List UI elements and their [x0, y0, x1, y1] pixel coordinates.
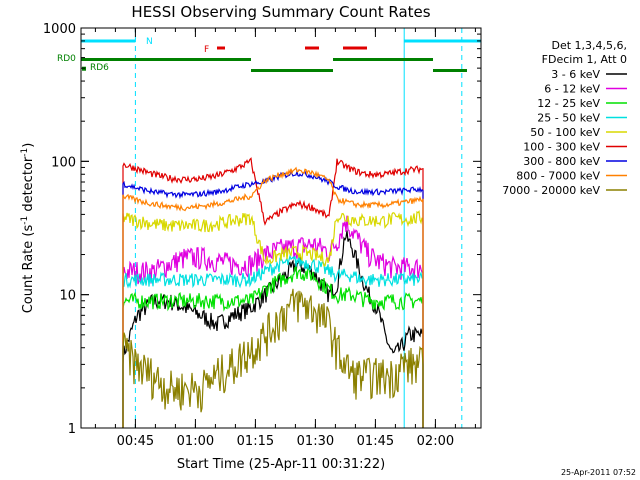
rd6-flag-label: RD6	[90, 63, 109, 73]
x-axis-label: Start Time (25-Apr-11 00:31:22)	[177, 457, 385, 472]
series-line-4	[122, 210, 424, 428]
chart-title: HESSI Observing Summary Count Rates	[131, 3, 430, 21]
legend-entry-label: 300 - 800 keV	[523, 155, 600, 168]
flare-flag-label: F	[204, 45, 209, 55]
series-line-6	[122, 169, 424, 428]
legend-entry-label: 100 - 300 keV	[523, 141, 600, 154]
x-tick-label: 01:45	[357, 434, 394, 449]
footer-timestamp: 25-Apr-2011 07:52	[561, 468, 636, 477]
x-tick-label: 01:15	[237, 434, 274, 449]
legend-entry-label: 25 - 50 keV	[537, 112, 600, 125]
y-tick-label: 10	[59, 289, 76, 304]
x-tick-label: 01:00	[177, 434, 214, 449]
series-line-1	[122, 215, 424, 428]
flag-labels: N F RD0 RD6	[57, 37, 209, 73]
plot-frame	[80, 27, 482, 429]
series-line-8	[122, 288, 424, 428]
y-tick-label: 1000	[43, 22, 76, 37]
x-tick-label: 02:00	[417, 434, 454, 449]
plot-area	[80, 28, 481, 428]
legend-header-line-1: Det 1,3,4,5,6,	[551, 39, 627, 52]
legend-entry-label: 50 - 100 keV	[530, 126, 600, 139]
night-flag-label: N	[146, 37, 153, 47]
y-axis-label: Count Rate (s-1 detector-1)	[20, 143, 36, 314]
legend-header-line-2: FDecim 1, Att 0	[542, 53, 627, 66]
y-axis: 1 10 100 1000	[43, 22, 481, 437]
rd6-marker	[82, 66, 86, 71]
series-line-7	[122, 166, 424, 428]
x-tick-label: 00:45	[117, 434, 154, 449]
legend-entry-label: 12 - 25 keV	[537, 97, 600, 110]
series-line-2	[122, 265, 424, 428]
legend-entry-label: 800 - 7000 keV	[516, 170, 600, 183]
legend-entry-label: 7000 - 20000 keV	[502, 184, 600, 197]
y-tick-label: 1	[68, 422, 76, 437]
series-line-5	[122, 157, 424, 428]
x-tick-label: 01:30	[297, 434, 334, 449]
x-axis: 00:45 01:00 01:15 01:30 01:45 02:00	[94, 28, 476, 449]
series-line-0	[122, 230, 424, 428]
y-tick-label: 100	[51, 155, 76, 170]
legend: Det 1,3,4,5,6, FDecim 1, Att 0 3 - 6 keV…	[502, 39, 627, 197]
series-line-3	[122, 254, 424, 428]
legend-entry-label: 3 - 6 keV	[551, 68, 600, 81]
legend-entry-label: 6 - 12 keV	[544, 83, 600, 96]
rd0-flag-label: RD0	[57, 54, 76, 64]
